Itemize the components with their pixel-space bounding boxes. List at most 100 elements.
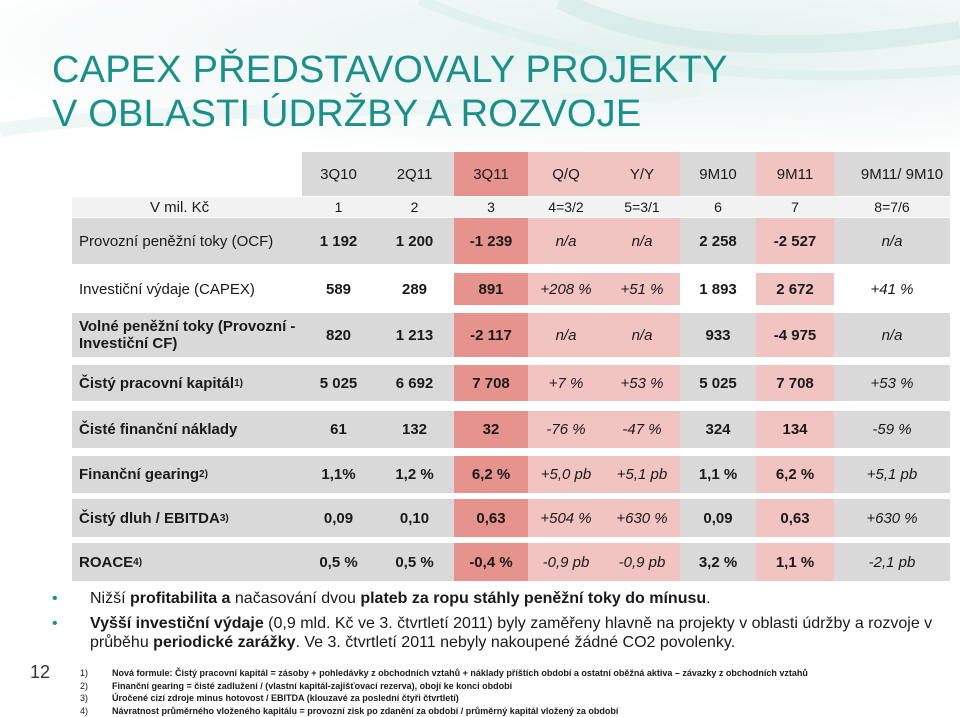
- row-label-text: Čistý pracovní kapitál: [79, 374, 235, 392]
- table-cell: n/a: [555, 326, 577, 344]
- table-cell: 1 213: [395, 326, 434, 344]
- page-number: 12: [30, 662, 51, 682]
- column-index: 8=7/6: [874, 199, 910, 215]
- footnote: 1) Nová formule: Čistý pracovní kapitál =…: [80, 667, 940, 680]
- table-cell: n/a: [881, 326, 903, 344]
- table-cell: 5 025: [699, 374, 737, 392]
- table-cell: 6,2 %: [471, 466, 511, 483]
- bullet-dot-icon: •: [52, 615, 58, 632]
- highlight-cell: [528, 411, 604, 448]
- highlight-cell: [454, 456, 528, 493]
- highlight-cell: [454, 499, 528, 537]
- bullet-text-part: (0,9 mld. Kč ve 3. čtvrtletí 2011) byly …: [90, 615, 933, 651]
- table-cell: 1,1 %: [775, 553, 815, 571]
- column-index: 3: [487, 199, 495, 215]
- row-label: ROACE 4): [79, 543, 299, 581]
- column-header: Y/Y: [629, 165, 655, 183]
- title-line-2: V OBLASTI ÚDRŽBY A ROZVOJE: [52, 93, 642, 135]
- highlight-cell: [528, 313, 604, 357]
- footnote-text: Finanční gearing = čisté zadlužení / (vl…: [112, 680, 513, 691]
- title-line-1: CAPEX PŘEDSTAVOVALY PROJEKTY: [52, 49, 728, 91]
- table-cell: 1,2 %: [395, 466, 434, 483]
- table-cell: +41 %: [870, 280, 914, 298]
- highlight-cell: [604, 313, 680, 357]
- bullet-dot-icon: •: [52, 590, 58, 607]
- table-cell: 933: [705, 326, 731, 344]
- page-title: CAPEX PŘEDSTAVOVALY PROJEKTY V OBLASTI Ú…: [52, 48, 728, 136]
- footnote-text: Úročené cizí zdroje minus hotovost / EBI…: [112, 693, 459, 703]
- row-label-text: Investiční výdaje (CAPEX): [79, 280, 255, 298]
- table-cell: +630 %: [866, 509, 918, 527]
- table-cell: 7 708: [776, 374, 814, 392]
- footnote-ref: 3): [219, 512, 229, 524]
- footnote-text: Nová formule: Čistý pracovní kapitál = z…: [112, 668, 808, 678]
- table-cell: 0,5 %: [319, 553, 358, 571]
- header-decoration: [0, 0, 960, 150]
- row-label-text: Čisté finanční náklady: [79, 421, 238, 438]
- highlight-cell: [604, 411, 680, 448]
- table-cell: 3,2 %: [698, 553, 738, 571]
- highlight-cell: [756, 218, 834, 264]
- highlight-cell: [528, 499, 604, 537]
- column-header: 9M11: [776, 165, 814, 183]
- table-cell: 0,09: [323, 509, 354, 527]
- row-label: Čistý pracovní kapitál 1): [79, 365, 299, 401]
- table-cell: -59 %: [872, 421, 912, 438]
- bullet-text-part: Nižší: [90, 590, 130, 607]
- highlight-cell: [454, 273, 528, 305]
- table-cell: +630 %: [616, 509, 668, 527]
- column-header: 3Q10: [320, 165, 357, 183]
- footnote: 3) Úročené cizí zdroje minus hotovost / E…: [80, 692, 940, 705]
- table-cell: 134: [782, 421, 808, 438]
- highlight-header: [756, 152, 834, 196]
- highlight-cell: [528, 456, 604, 493]
- column-header: Q/Q: [552, 165, 580, 183]
- table-cell: -1 239: [469, 232, 513, 250]
- bullet-item: • Nižší profitabilita a načasování dvou p…: [52, 589, 952, 608]
- table-cell: 2 258: [699, 232, 737, 250]
- highlight-header: [604, 152, 680, 196]
- bullet-text-part: periodické zarážky: [153, 634, 296, 651]
- footnotes: 1) Nová formule: Čistý pracovní kapitál =…: [80, 667, 940, 717]
- table-cell: n/a: [555, 232, 577, 250]
- highlight-cell: [756, 365, 834, 401]
- bullet-text-part: Vyšší investiční výdaje: [90, 615, 264, 632]
- column-index: 6: [714, 199, 722, 215]
- index-row-band: [72, 197, 950, 217]
- table-cell: -4 975: [773, 326, 817, 344]
- table-cell: +5,1 pb: [616, 466, 668, 483]
- highlight-cell: [604, 499, 680, 537]
- table-cell: 6 692: [395, 374, 434, 392]
- bullet-text-part: plateb za ropu stáhly peněžní toky do mí…: [360, 590, 707, 607]
- highlight-cell: [756, 273, 834, 305]
- highlight-cell: [454, 411, 528, 448]
- column-index: 7: [791, 199, 799, 215]
- footnote-ref: 2): [199, 469, 208, 480]
- highlight-cell: [604, 273, 680, 305]
- table-cell: -76 %: [546, 421, 586, 438]
- highlight-cell: [454, 543, 528, 581]
- highlight-cell: [756, 411, 834, 448]
- bullet-text-part: .: [706, 590, 711, 607]
- table-cell: 7 708: [472, 374, 510, 392]
- row-label-text: Provozní peněžní toky (OCF): [79, 232, 274, 250]
- table-cell: 324: [705, 421, 731, 438]
- row-label: Čistý dluh / EBITDA 3): [79, 499, 299, 537]
- table-cell: 5 025: [319, 374, 358, 392]
- table-cell: +504 %: [540, 509, 592, 527]
- bullet-item: • Vyšší investiční výdaje (0,9 mld. Kč ve…: [52, 614, 952, 652]
- highlight-cell: [528, 273, 604, 305]
- table-cell: 6,2 %: [775, 466, 815, 483]
- table-cell: 891: [478, 280, 504, 298]
- table-cell: 0,10: [399, 509, 430, 527]
- highlight-cell: [454, 218, 528, 264]
- footnote-text: Návratnost průměrného vloženého kapitálu…: [112, 705, 619, 716]
- table-cell: n/a: [631, 232, 653, 250]
- row-label: Čisté finanční náklady: [79, 411, 299, 448]
- table-cell: 589: [325, 280, 352, 298]
- column-index: 2: [410, 199, 419, 215]
- footnote-number: 3): [80, 693, 89, 703]
- bullet-text-part: . Ve 3. čtvrtletí 2011 nebyly nakoupené …: [295, 634, 736, 651]
- row-label-text: Finanční gearing: [79, 466, 200, 483]
- highlight-cell: [756, 499, 834, 537]
